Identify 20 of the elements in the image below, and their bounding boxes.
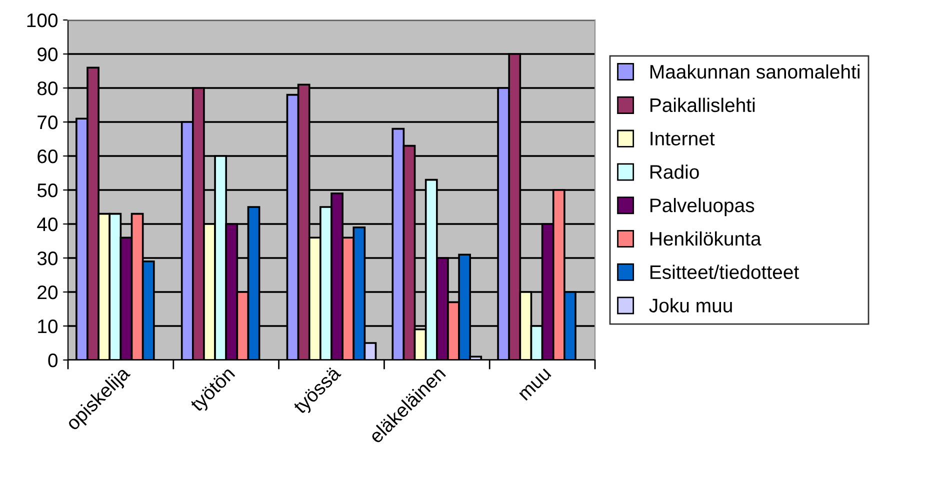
y-tick-label: 40 <box>37 217 58 232</box>
legend-label: Esitteet/tiedotteet <box>650 264 799 280</box>
legend-label: Internet <box>650 132 715 146</box>
y-tick-label: 0 <box>48 353 58 368</box>
legend-label: Radio <box>650 164 699 179</box>
y-tick-label: 100 <box>27 13 58 28</box>
y-tick-label: 60 <box>38 149 58 164</box>
y-tick-label: 90 <box>38 47 58 62</box>
y-tick-label: 30 <box>37 251 58 266</box>
y-tick-label: 70 <box>38 115 58 130</box>
legend-label: Joku muu <box>649 298 732 312</box>
legend-label: Palveluopas <box>650 198 754 216</box>
y-tick-label: 50 <box>37 183 58 198</box>
y-tick-label: 10 <box>38 319 58 334</box>
y-tick-label: 20 <box>38 285 58 300</box>
legend-label: Maakunnan sanomalehti <box>650 64 860 79</box>
legend-label: Henkilökunta <box>650 231 762 246</box>
y-tick-label: 80 <box>37 81 58 96</box>
x-tick-label: muu <box>519 368 552 401</box>
legend-label: Paikallislehti <box>650 98 755 112</box>
